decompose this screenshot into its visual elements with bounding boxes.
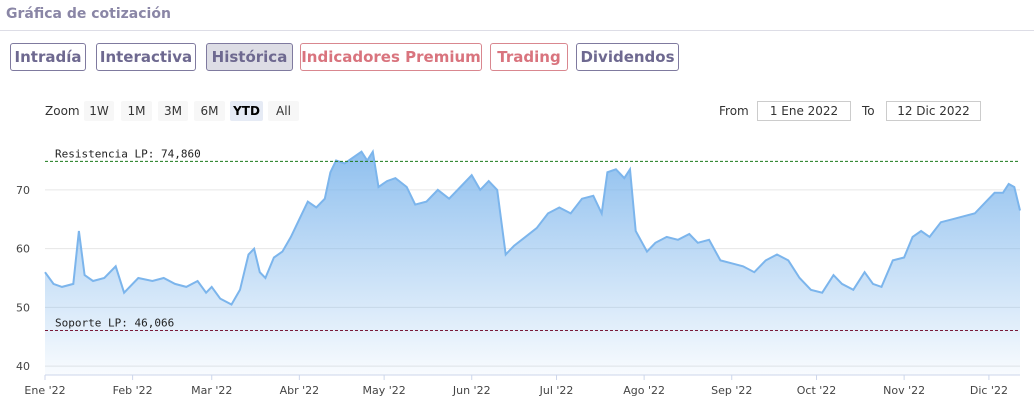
x-tick-label: May '22 xyxy=(362,384,405,397)
from-label: From xyxy=(719,104,749,118)
x-tick-label: Oct '22 xyxy=(797,384,837,397)
resistance-line-label: Resistencia LP: 74,860 xyxy=(55,147,201,160)
chart-section-title: Gráfica de cotización xyxy=(6,6,171,22)
zoom-6m-button[interactable]: 6M xyxy=(194,101,225,121)
zoom-all-button[interactable]: All xyxy=(268,101,299,121)
title-divider xyxy=(0,30,1034,31)
y-tick-label: 60 xyxy=(16,243,30,256)
zoom-1w-button[interactable]: 1W xyxy=(84,101,114,121)
chart-axes: 40 50 60 70 Ene '22 Feb '22 Mar '22 Abr '22 May … xyxy=(16,184,1020,397)
tab-intradia[interactable]: Intradía xyxy=(10,43,86,71)
tab-historica[interactable]: Histórica xyxy=(206,43,293,71)
zoom-ytd-button[interactable]: YTD xyxy=(230,101,263,121)
to-date-input[interactable] xyxy=(886,101,981,121)
from-date-input[interactable] xyxy=(757,101,851,121)
y-tick-label: 50 xyxy=(16,301,30,314)
y-tick-label: 70 xyxy=(16,184,30,197)
zoom-1m-button[interactable]: 1M xyxy=(121,101,152,121)
x-tick-label: Jun '22 xyxy=(452,384,491,397)
support-line-label: Soporte LP: 46,066 xyxy=(55,317,174,330)
tab-trading[interactable]: Trading xyxy=(490,43,568,71)
x-tick-label: Sep '22 xyxy=(711,384,752,397)
zoom-label: Zoom xyxy=(45,104,80,118)
x-tick-label: Ene '22 xyxy=(24,384,65,397)
x-tick-label: Feb '22 xyxy=(113,384,153,397)
tab-interactiva[interactable]: Interactiva xyxy=(96,43,196,71)
x-tick-label: Mar '22 xyxy=(191,384,232,397)
x-tick-label: Dic '22 xyxy=(970,384,1008,397)
x-tick-label: Ago '22 xyxy=(623,384,665,397)
x-tick-label: Nov '22 xyxy=(883,384,925,397)
zoom-3m-button[interactable]: 3M xyxy=(158,101,188,121)
price-area xyxy=(45,151,1020,375)
x-tick-label: Jul '22 xyxy=(539,384,574,397)
to-label: To xyxy=(862,104,875,118)
tab-dividendos[interactable]: Dividendos xyxy=(576,43,679,71)
reference-lines: Resistencia LP: 74,860 Soporte LP: 46,066 xyxy=(45,147,1020,332)
x-tick-label: Abr '22 xyxy=(280,384,320,397)
price-line xyxy=(44,148,1021,306)
y-tick-label: 40 xyxy=(16,360,30,373)
tab-indicadores-premium[interactable]: Indicadores Premium xyxy=(300,43,482,71)
